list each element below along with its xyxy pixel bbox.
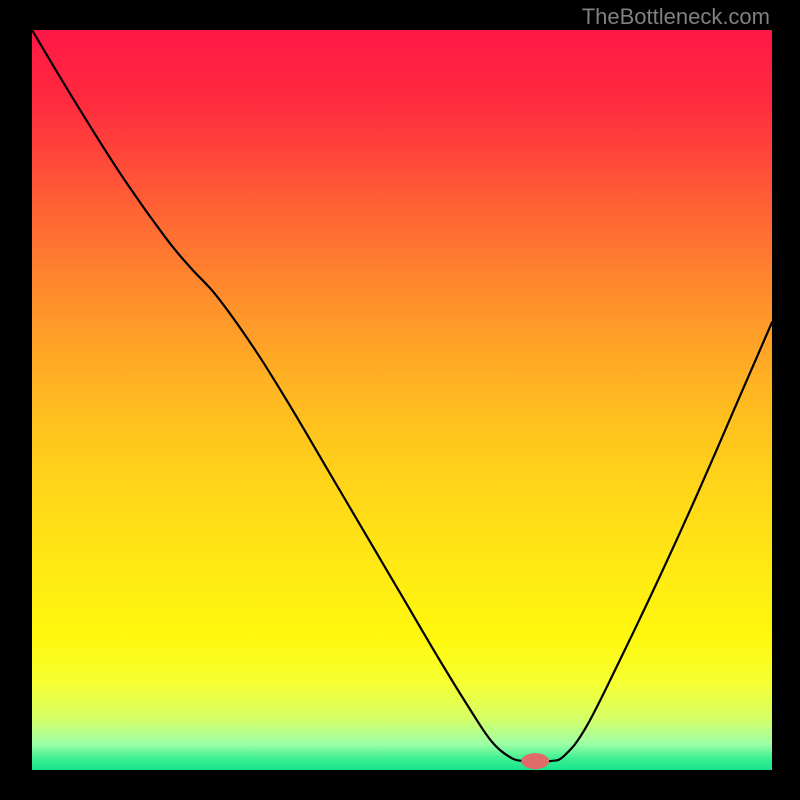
watermark-text: TheBottleneck.com: [582, 4, 770, 30]
bottleneck-chart: [32, 30, 772, 770]
optimal-marker: [521, 753, 549, 769]
gradient-background: [32, 30, 772, 770]
chart-frame: TheBottleneck.com: [0, 0, 800, 800]
